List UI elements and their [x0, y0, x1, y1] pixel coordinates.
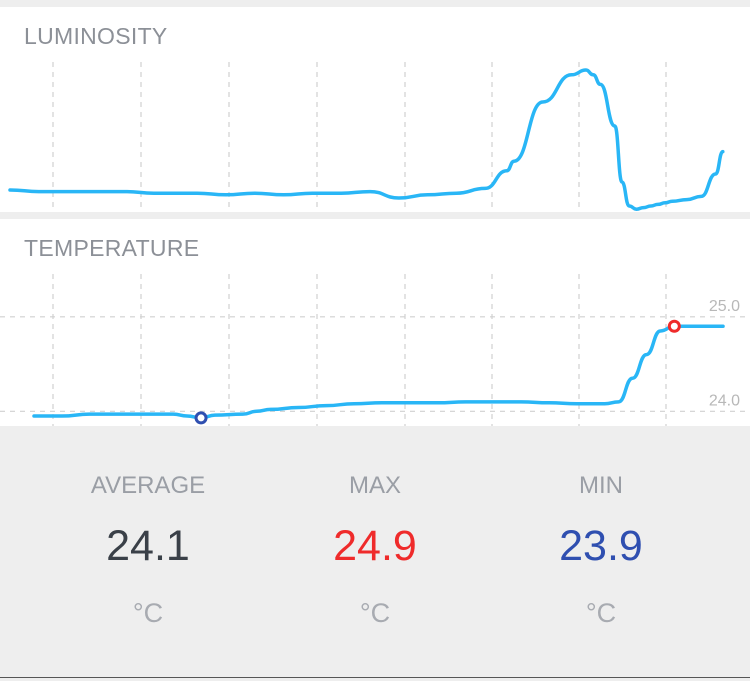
luminosity-title: LUMINOSITY — [24, 23, 168, 49]
temperature-chart[interactable]: 25.0 24.0 — [0, 219, 750, 426]
min-value: 23.9 — [559, 522, 643, 570]
average-value: 24.1 — [106, 522, 190, 570]
average-label: AVERAGE — [90, 472, 206, 499]
max-unit: °C — [359, 598, 391, 628]
y-tick-label: 25.0 — [709, 298, 740, 315]
series-line — [8, 68, 725, 211]
max-value: 24.9 — [333, 522, 417, 570]
temperature-panel: TEMPERATURE 25.0 24.0 — [0, 219, 750, 426]
luminosity-panel: LUMINOSITY — [0, 7, 750, 212]
stats-panel: AVERAGE 24.1 °C MAX 24.9 °C MIN 23.9 °C — [0, 426, 750, 676]
min-unit: °C — [585, 598, 617, 628]
luminosity-chart[interactable] — [0, 7, 750, 212]
min-point-marker — [194, 411, 208, 425]
series-line — [32, 324, 725, 420]
max-point-marker — [667, 319, 681, 333]
y-tick-label: 24.0 — [709, 392, 740, 409]
temperature-title: TEMPERATURE — [24, 235, 200, 261]
average-unit: °C — [132, 598, 164, 628]
max-label: MAX — [348, 472, 401, 499]
min-label: MIN — [579, 472, 623, 499]
bottom-divider — [0, 677, 750, 678]
